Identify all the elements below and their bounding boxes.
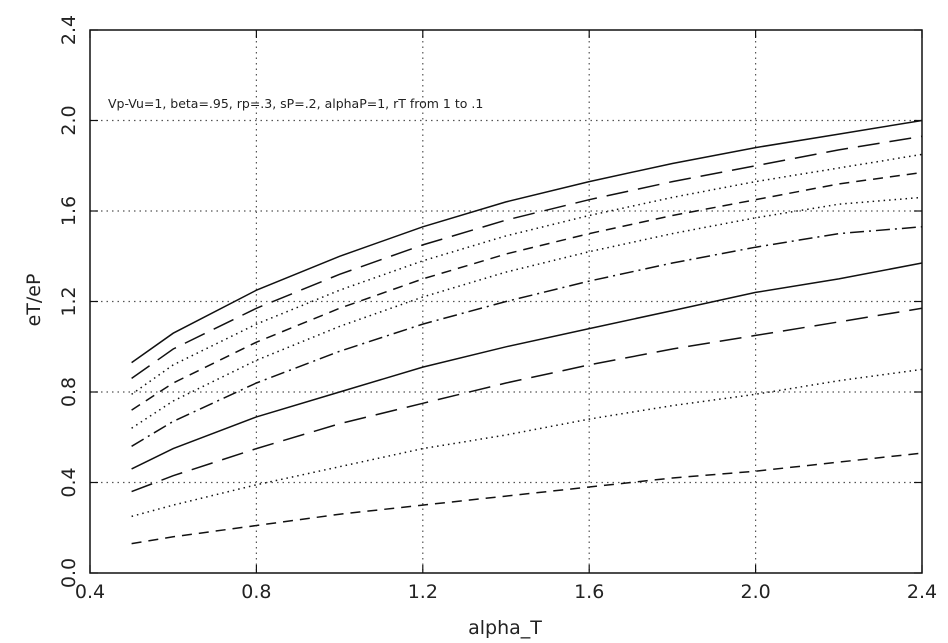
- x-tick-label: 2.0: [740, 581, 770, 603]
- series-line-8: [131, 307, 923, 493]
- y-tick-label: 0.4: [58, 467, 80, 497]
- y-axis-label: eT/eP: [23, 274, 45, 327]
- x-tick-label: 1.2: [408, 581, 438, 603]
- y-tick-label: 0.0: [58, 558, 80, 588]
- y-tick-label: 0.8: [58, 377, 80, 407]
- y-tick-label: 1.6: [58, 196, 80, 226]
- series-line-6: [131, 226, 923, 447]
- x-tick-label: 2.4: [907, 581, 937, 603]
- series-line-2: [131, 135, 923, 380]
- x-axis-label: alpha_T: [468, 617, 542, 639]
- y-tick-label: 2.0: [58, 105, 80, 135]
- series-line-7: [131, 262, 923, 470]
- chart-annotation: Vp-Vu=1, beta=.95, rp=.3, sP=.2, alphaP=…: [108, 96, 483, 111]
- x-tick-label: 0.8: [241, 581, 271, 603]
- x-tick-label: 0.4: [75, 581, 105, 603]
- series-line-5: [131, 196, 923, 429]
- y-tick-label: 1.2: [58, 286, 80, 316]
- series-line-4: [131, 171, 923, 411]
- series-line-1: [131, 119, 923, 364]
- x-tick-label: 1.6: [574, 581, 604, 603]
- series-line-9: [131, 368, 923, 518]
- series-line-10: [131, 452, 923, 545]
- y-tick-label: 2.4: [58, 15, 80, 45]
